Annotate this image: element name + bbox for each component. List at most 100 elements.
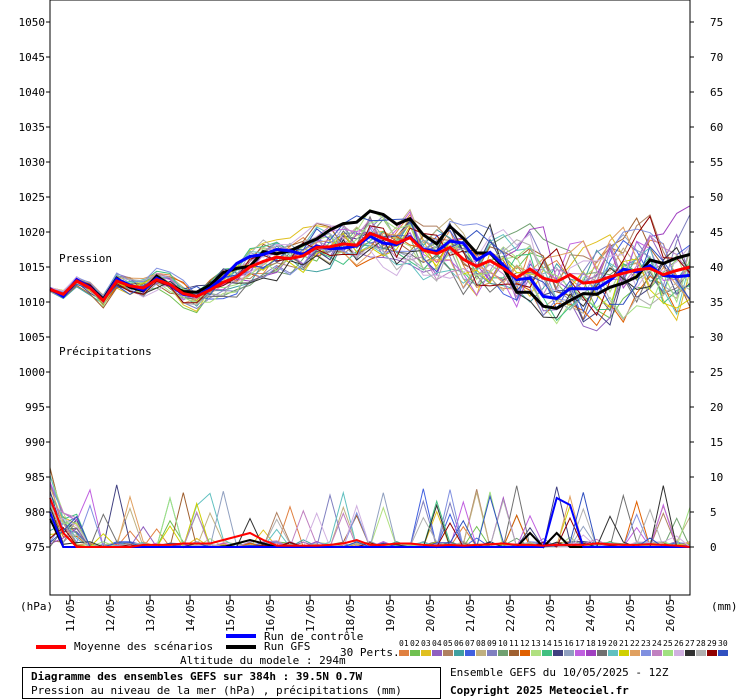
x-tick-label-2: 13/05 — [144, 599, 157, 632]
right-tick-label-11: 20 — [710, 401, 723, 414]
pert-number-01: 01 — [399, 639, 409, 648]
pert-number-04: 04 — [432, 639, 442, 648]
altitude-label: Altitude du modele : 294m — [180, 654, 346, 667]
right-tick-label-15: 0 — [710, 541, 717, 554]
right-tick-label-3: 60 — [710, 121, 723, 134]
x-tick-label-10: 21/05 — [464, 599, 477, 632]
plot-frame — [49, 0, 691, 596]
left-tick-label-3: 1035 — [19, 121, 46, 134]
pert-pressure-20 — [49, 226, 691, 316]
pert-swatch-17 — [575, 650, 585, 656]
pert-number-19: 19 — [597, 639, 607, 648]
pert-swatch-03 — [421, 650, 431, 656]
left-tick-label-11: 995 — [25, 401, 45, 414]
pert-pressure-29 — [49, 215, 691, 317]
pert-swatch-18 — [586, 650, 596, 656]
pert-number-13: 13 — [531, 639, 541, 648]
left-tick-label-5: 1025 — [19, 191, 46, 204]
pert-number-12: 12 — [520, 639, 530, 648]
pert-number-29: 29 — [707, 639, 717, 648]
series-pressure-0 — [49, 231, 691, 303]
pert-number-14: 14 — [542, 639, 552, 648]
left-tick-label-4: 1030 — [19, 156, 46, 169]
left-tick-label-14: 980 — [25, 506, 45, 519]
pert-number-30: 30 — [718, 639, 728, 648]
copyright: Copyright 2025 Meteociel.fr — [450, 684, 629, 697]
x-tick-label-9: 20/05 — [424, 599, 437, 632]
x-tick-label-5: 16/05 — [264, 599, 277, 632]
pert-number-06: 06 — [454, 639, 464, 648]
x-tick-label-4: 15/05 — [224, 599, 237, 632]
pert-number-25: 25 — [663, 639, 673, 648]
left-tick-label-10: 1000 — [19, 366, 46, 379]
x-tick-label-11: 22/05 — [504, 599, 517, 632]
left-tick-label-13: 985 — [25, 471, 45, 484]
pert-number-21: 21 — [619, 639, 629, 648]
pert-swatch-10 — [498, 650, 508, 656]
legend-control-swatch — [226, 634, 256, 638]
x-tick-label-15: 26/05 — [664, 599, 677, 632]
pert-number-26: 26 — [674, 639, 684, 648]
left-axis-ticks: 1050 1045 1040 1035 1030 1025 1020 1015 1010 1005… — [19, 16, 50, 554]
pert-number-22: 22 — [630, 639, 640, 648]
pert-number-20: 20 — [608, 639, 618, 648]
right-tick-label-10: 25 — [710, 366, 723, 379]
pert-number-05: 05 — [443, 639, 453, 648]
run-info: Ensemble GEFS du 10/05/2025 - 12Z — [450, 666, 669, 679]
pert-number-10: 10 — [498, 639, 508, 648]
series-precip-1 — [49, 496, 690, 548]
x-tick-label-14: 25/05 — [624, 599, 637, 632]
pert-swatch-15 — [553, 650, 563, 656]
pert-swatch-27 — [685, 650, 695, 656]
pert-number-11: 11 — [509, 639, 519, 648]
main-series-lines — [49, 209, 691, 549]
pert-number-27: 27 — [685, 639, 695, 648]
left-tick-label-8: 1010 — [19, 296, 46, 309]
footer-title-box: Diagramme des ensembles GEFS sur 384h : … — [22, 667, 441, 699]
pert-swatch-16 — [564, 650, 574, 656]
pressure-label: Pression — [59, 252, 112, 265]
pert-swatch-21 — [619, 650, 629, 656]
pert-swatch-28 — [696, 650, 706, 656]
pert-swatch-08 — [476, 650, 486, 656]
footer-title: Diagramme des ensembles GEFS sur 384h : … — [31, 670, 363, 683]
pert-swatch-30 — [718, 650, 728, 656]
pert-number-08: 08 — [476, 639, 486, 648]
left-tick-label-0: 1050 — [19, 16, 46, 29]
right-tick-label-1: 70 — [710, 51, 723, 64]
legend-gfs-label: Run GFS — [264, 640, 311, 653]
right-tick-label-0: 75 — [710, 16, 723, 29]
pert-swatch-05 — [443, 650, 453, 656]
left-unit-label: (hPa) — [20, 600, 53, 613]
pert-swatch-26 — [674, 650, 684, 656]
pert-swatch-20 — [608, 650, 618, 656]
pert-swatch-19 — [597, 650, 607, 656]
pert-number-09: 09 — [487, 639, 497, 648]
pert-pressure-26 — [49, 222, 691, 303]
left-tick-label-7: 1015 — [19, 261, 46, 274]
pert-swatch-06 — [454, 650, 464, 656]
legend-gfs-swatch — [226, 645, 256, 649]
legend-control-label: Run de contrôle — [264, 630, 364, 643]
pert-number-02: 02 — [410, 639, 420, 648]
pert-swatch-23 — [641, 650, 651, 656]
pert-number-03: 03 — [421, 639, 431, 648]
pert-pressure-24 — [49, 218, 691, 303]
pert-pressure-27 — [49, 222, 691, 319]
footer-subtitle: Pression au niveau de la mer (hPa) , pré… — [31, 684, 402, 697]
left-tick-label-9: 1005 — [19, 331, 46, 344]
pert-precip-28 — [49, 498, 690, 548]
right-tick-label-13: 10 — [710, 471, 723, 484]
pert-number-07: 07 — [465, 639, 475, 648]
x-tick-label-0: 11/05 — [64, 599, 77, 632]
right-tick-label-8: 35 — [710, 296, 723, 309]
right-tick-label-5: 50 — [710, 191, 723, 204]
left-tick-label-1: 1045 — [19, 51, 46, 64]
pert-swatch-07 — [465, 650, 475, 656]
x-tick-label-13: 24/05 — [584, 599, 597, 632]
left-tick-label-12: 990 — [25, 436, 45, 449]
pert-swatch-01 — [399, 650, 409, 656]
right-unit-label: (mm) — [711, 600, 738, 613]
pert-swatch-22 — [630, 650, 640, 656]
